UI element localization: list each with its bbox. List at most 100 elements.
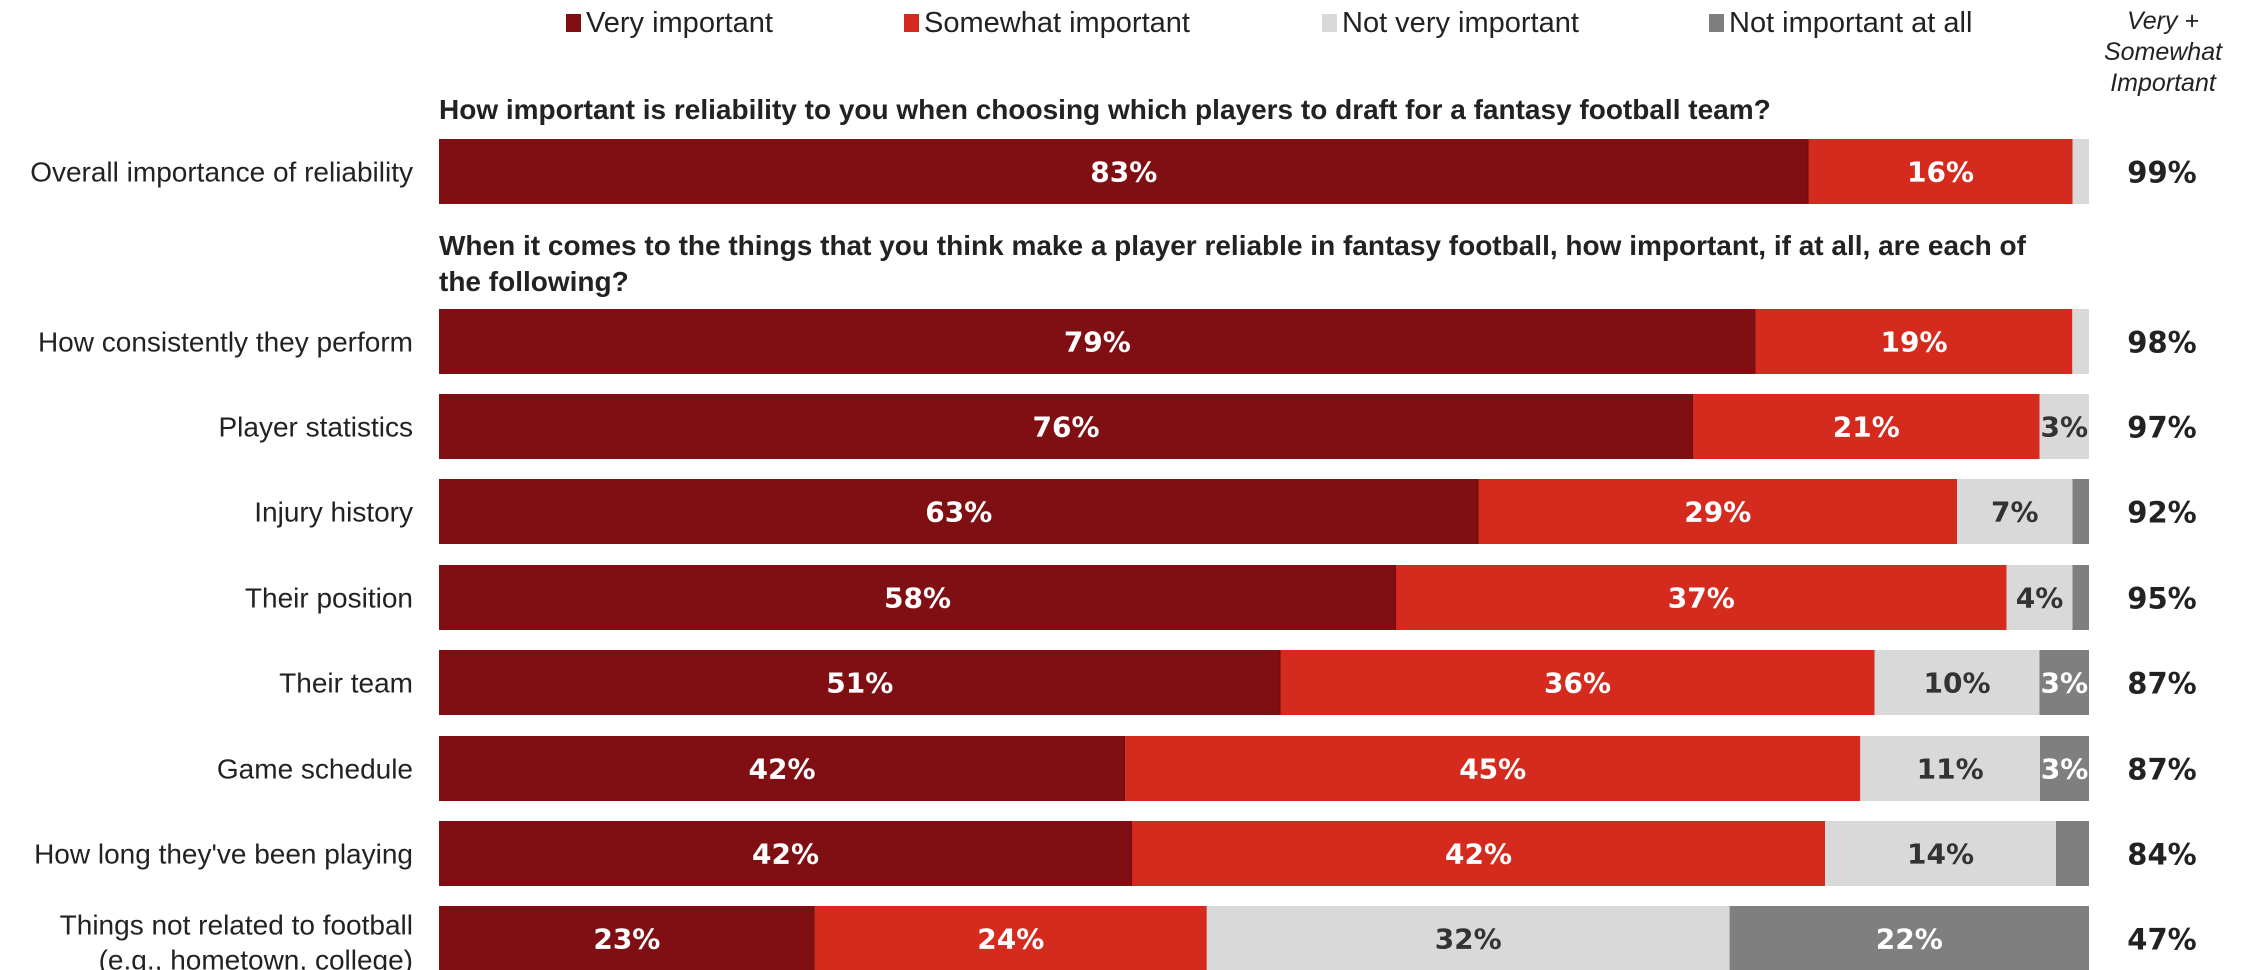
- bar-segment: [439, 736, 1126, 801]
- bar-segment: [2072, 565, 2089, 630]
- category-label-line-1: Things not related to football: [60, 910, 413, 941]
- data-label: 76%: [1032, 411, 1099, 444]
- data-label: 51%: [826, 667, 893, 700]
- net-value: 84%: [2127, 838, 2196, 872]
- bar-segment: [1957, 479, 2073, 544]
- segment-divider: [1395, 565, 1396, 630]
- net-value: 87%: [2127, 667, 2196, 701]
- net-header-line-3: Important: [2110, 69, 2217, 97]
- bar-segment: [1825, 821, 2056, 886]
- segment-divider: [813, 906, 815, 970]
- bar-segment: [1206, 906, 1730, 970]
- data-label: 10%: [1923, 667, 1990, 700]
- segment-divider: [1807, 139, 1809, 204]
- bar-segment: [1125, 736, 1861, 801]
- net-value: 98%: [2127, 326, 2196, 360]
- legend-swatch-3: [1322, 14, 1337, 32]
- bar-segment: [2039, 650, 2089, 715]
- net-value: 92%: [2127, 496, 2196, 530]
- legend-swatch-1: [566, 14, 581, 32]
- bar-segment: [1280, 650, 1875, 715]
- question-2-line-1: When it comes to the things that you thi…: [439, 230, 2027, 261]
- question-2-line-2: the following?: [439, 266, 629, 297]
- data-label: 58%: [884, 582, 951, 615]
- category-label: Their position: [245, 583, 413, 614]
- data-label: 11%: [1917, 753, 1984, 786]
- bar-segment: [2056, 821, 2089, 886]
- bar-segment: [1132, 821, 1825, 886]
- data-label: 16%: [1907, 156, 1974, 189]
- legend-swatch-2: [904, 14, 919, 32]
- bar-segment: [439, 821, 1132, 886]
- bar-segment: [1693, 394, 2040, 459]
- data-label: 32%: [1435, 923, 1502, 956]
- category-label: Overall importance of reliability: [30, 157, 413, 188]
- data-label: 37%: [1668, 582, 1735, 615]
- legend-swatch-4: [1709, 14, 1724, 32]
- bar-segment: [2006, 565, 2073, 630]
- bar-segment: [2072, 139, 2089, 204]
- bar-segment: [439, 650, 1281, 715]
- segment-divider: [1477, 479, 1479, 544]
- data-label: 14%: [1907, 838, 1974, 871]
- net-header-line-2: Somewhat: [2104, 38, 2223, 66]
- data-label: 19%: [1880, 326, 1947, 359]
- data-label: 3%: [2040, 411, 2088, 444]
- category-label: Game schedule: [217, 754, 413, 785]
- segment-divider: [1124, 736, 1126, 801]
- category-label-line-2: (e.g., hometown, college): [99, 945, 413, 970]
- question-1: How important is reliability to you when…: [439, 94, 1771, 125]
- legend-label-4: Not important at all: [1729, 7, 1972, 39]
- data-label: 45%: [1459, 753, 1526, 786]
- data-label: 21%: [1833, 411, 1900, 444]
- category-label: Their team: [279, 668, 413, 699]
- data-label: 7%: [1991, 496, 2039, 529]
- category-label: How consistently they perform: [38, 327, 413, 358]
- net-value: 95%: [2127, 582, 2196, 616]
- bar-segment: [1755, 309, 2073, 374]
- net-value: 87%: [2127, 753, 2196, 787]
- data-label: 42%: [752, 838, 819, 871]
- data-label: 22%: [1876, 923, 1943, 956]
- bar-segment: [1860, 736, 2040, 801]
- bar-segment: [1729, 906, 2089, 970]
- bar-segment: [2072, 309, 2089, 374]
- data-label: 42%: [749, 753, 816, 786]
- data-label: 24%: [977, 923, 1044, 956]
- legend-label-1: Very important: [586, 7, 773, 39]
- net-header-line-1: Very +: [2127, 7, 2199, 35]
- bar-segment: [2039, 394, 2089, 459]
- data-label: 36%: [1544, 667, 1611, 700]
- segment-divider: [1692, 394, 1693, 459]
- bar-segment: [814, 906, 1207, 970]
- data-label: 3%: [2041, 753, 2089, 786]
- bar-segment: [1808, 139, 2073, 204]
- category-label: How long they've been playing: [34, 839, 413, 870]
- data-label: 63%: [925, 496, 992, 529]
- net-value: 99%: [2127, 156, 2196, 190]
- legend-label-2: Somewhat important: [924, 7, 1190, 39]
- data-label: 83%: [1090, 156, 1157, 189]
- data-label: 4%: [2016, 582, 2064, 615]
- data-label: 79%: [1064, 326, 1131, 359]
- bar-segment: [2072, 479, 2089, 544]
- segment-divider: [1754, 309, 1756, 374]
- category-label: Injury history: [254, 497, 413, 528]
- data-label: 42%: [1445, 838, 1512, 871]
- bar-segment: [439, 565, 1396, 630]
- data-label: 3%: [2040, 667, 2088, 700]
- bar-segment: [439, 394, 1693, 459]
- segment-divider: [1131, 821, 1132, 886]
- category-label: Player statistics: [219, 412, 414, 443]
- bar-segment: [2039, 736, 2089, 801]
- data-label: 23%: [593, 923, 660, 956]
- bar-segment: [439, 139, 1809, 204]
- bar-segment: [439, 309, 1756, 374]
- segment-divider: [1279, 650, 1281, 715]
- bar-segment: [1396, 565, 2007, 630]
- bar-segment: [1478, 479, 1957, 544]
- bar-segment: [439, 479, 1479, 544]
- bar-segment: [1874, 650, 2040, 715]
- net-value: 47%: [2127, 923, 2196, 957]
